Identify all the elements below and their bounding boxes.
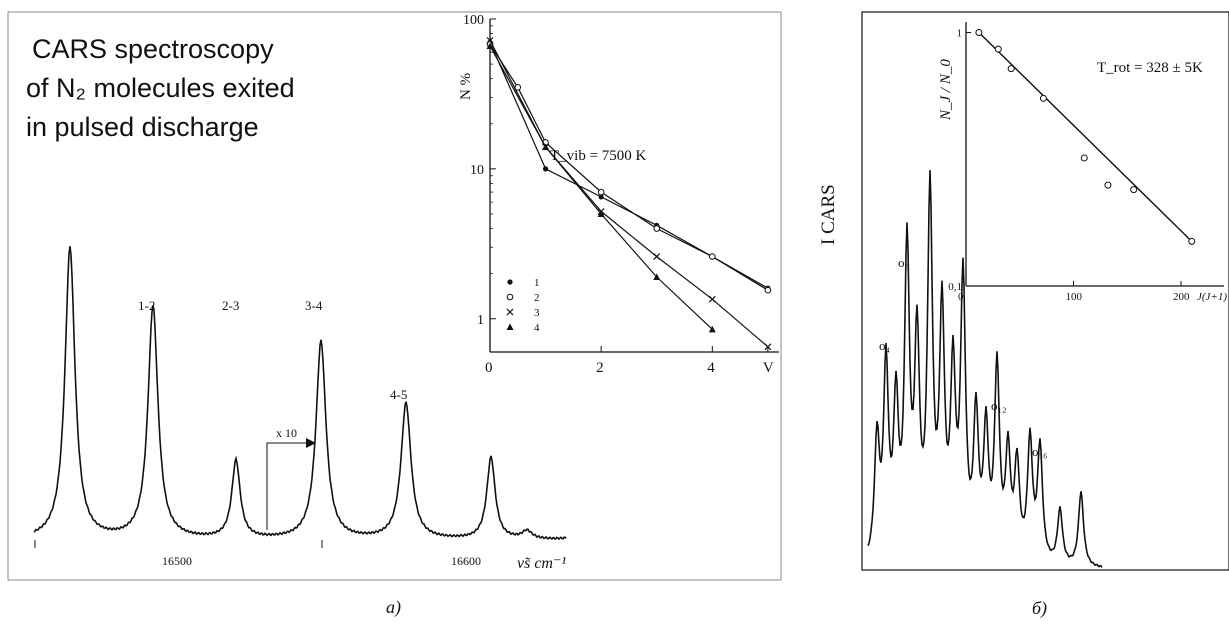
inset-a-point-2 <box>709 253 716 260</box>
inset-b-point <box>1007 65 1015 73</box>
inset-a-legend-marker-1 <box>507 279 513 285</box>
inset-a-legend-label-1: 1 <box>534 277 540 289</box>
inset-a-point-2 <box>764 286 772 294</box>
inset-a-x-tick-label: 4 <box>707 360 715 376</box>
peak-label-1-2: 1-2 <box>138 298 155 313</box>
inset-a-point-3 <box>708 295 716 303</box>
peak-label-3-4: 3-4 <box>305 298 323 313</box>
inset-b-x-tick-label: 100 <box>1066 291 1083 303</box>
inset-b-xlabel: J(J+1) <box>1197 291 1227 303</box>
peak-label-2-3: 2-3 <box>222 298 239 313</box>
inset-b-ticks: 0 100 200 J(J+1) 0,1 1 <box>948 27 1227 303</box>
inset-a-point-4 <box>542 143 550 150</box>
inset-a-ticks: 0 2 4 V 1 10 100 <box>463 13 774 376</box>
inset-b-ylabel: N_J / N_0 <box>938 59 954 121</box>
inset-b-y-tick-label: 1 <box>957 27 963 39</box>
inset-a-point-4 <box>708 325 716 333</box>
x-tick-16500: 16500 <box>162 554 192 568</box>
inset-b-point <box>994 45 1002 53</box>
peak-label-o4: o₄ <box>879 338 891 353</box>
panel-a-title-line-1: CARS spectroscopy <box>32 34 274 64</box>
inset-a-annotation: T_vib = 7500 K <box>550 148 647 164</box>
inset-a-y-tick-label: 10 <box>470 163 484 178</box>
inset-b-x-tick-label: 0 <box>958 291 964 303</box>
inset-a-point-3 <box>486 36 494 44</box>
inset-b-point <box>1080 154 1088 162</box>
inset-a-legend-label-3: 3 <box>534 307 540 319</box>
x-axis-label-a: ν̃s cm⁻¹ <box>517 555 566 572</box>
inset-b-plot: 0 100 200 J(J+1) 0,1 1 N_J / N_0 T_rot = 328 … <box>938 22 1227 303</box>
x10-marker-arrow <box>306 438 316 448</box>
inset-a-legend-label-4: 4 <box>534 322 540 334</box>
inset-a-point-4 <box>597 210 605 217</box>
inset-b-point <box>975 28 983 36</box>
inset-b-point <box>1104 181 1112 189</box>
panel-a: CARS spectroscopy of N₂ molecules exited… <box>7 11 782 618</box>
inset-a-legend-marker-3 <box>506 308 514 316</box>
inset-b-x-tick-label: 200 <box>1173 291 1190 303</box>
inset-a-legend-marker-4 <box>506 323 514 330</box>
inset-b-y-tick-label: 0,1 <box>948 281 962 293</box>
inset-a-point-4 <box>653 273 661 280</box>
x10-marker-line <box>266 442 306 530</box>
inset-a-ylabel: N % <box>458 73 474 100</box>
inset-a-x-tick-label: V <box>763 360 774 376</box>
peak-label-o6: o₆ <box>898 255 909 270</box>
caption-a: a) <box>386 597 401 618</box>
inset-a-point-2 <box>597 188 605 196</box>
panel-b-frame <box>861 11 1229 571</box>
inset-a-legend: 1 2 3 4 <box>506 277 540 334</box>
inset-a-plot: 0 2 4 V 1 10 100 1 2 3 4 N % T_vib = 7500 K <box>458 13 779 376</box>
inset-a-point-2 <box>653 225 661 232</box>
peak-label-o16: o₁₆ <box>1032 444 1048 459</box>
x10-label: x 10 <box>276 426 297 440</box>
inset-a-legend-label-2: 2 <box>534 292 540 304</box>
inset-a-point-4 <box>486 42 494 50</box>
spectrum-a-trace <box>33 246 567 541</box>
inset-a-series <box>486 36 772 351</box>
inset-b-point <box>1188 237 1196 245</box>
spectrum-b-trace <box>867 170 1103 568</box>
inset-a-y-tick-label: 1 <box>477 313 484 328</box>
inset-a-y-tick-label: 100 <box>463 13 484 28</box>
inset-a-point-3 <box>653 253 661 260</box>
panel-a-frame <box>7 11 782 581</box>
peak-label-o12: o₁₂ <box>991 398 1007 413</box>
inset-a-point-1 <box>598 194 604 200</box>
inset-a-background <box>490 19 779 352</box>
inset-a-point-1 <box>542 166 549 172</box>
inset-a-legend-marker-2 <box>506 293 514 301</box>
panel-b: I CARS o₄ o₆ o₁₂ o₁₆ б) <box>818 11 1229 619</box>
panel-a-title-line-2: of N₂ molecules exited <box>26 73 295 103</box>
panel-b-ylabel: I CARS <box>818 184 839 245</box>
caption-b: б) <box>1032 598 1047 619</box>
inset-a-x-tick-label: 0 <box>485 360 493 376</box>
x-tick-16600: 16600 <box>451 554 481 568</box>
inset-b-point <box>1130 186 1138 194</box>
peak-label-4-5: 4-5 <box>390 387 407 402</box>
inset-b-point <box>1039 94 1047 102</box>
inset-a-point-3 <box>764 343 772 351</box>
inset-b-annotation: T_rot = 328 ± 5K <box>1097 60 1203 76</box>
panel-a-title-line-3: in pulsed discharge <box>26 112 259 142</box>
inset-b-points <box>975 28 1196 245</box>
inset-a-x-tick-label: 2 <box>596 360 604 376</box>
